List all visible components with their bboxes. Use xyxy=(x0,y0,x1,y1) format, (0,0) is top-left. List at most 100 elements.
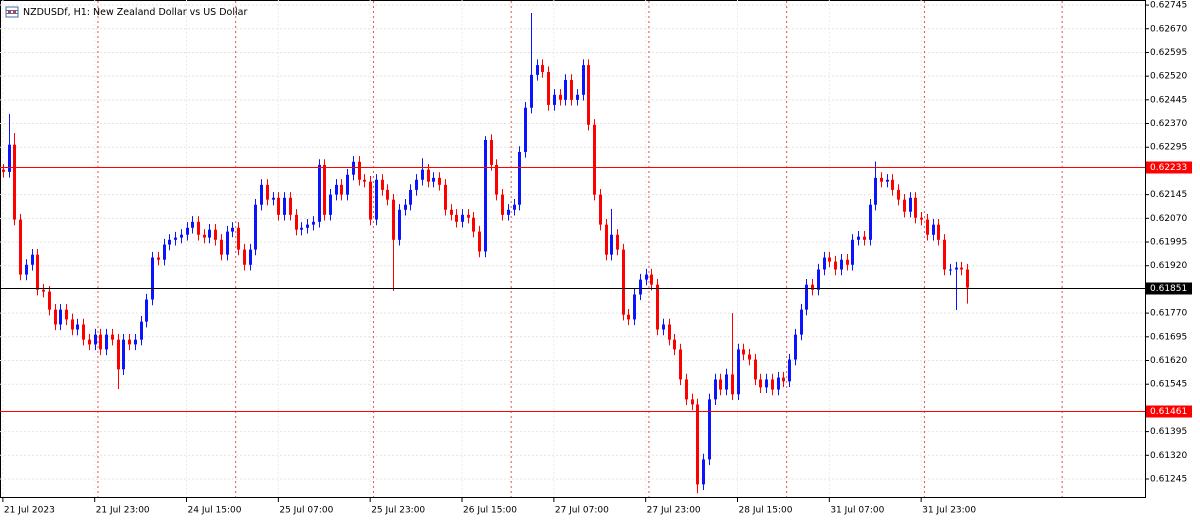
candle-body xyxy=(254,204,257,250)
candle-body xyxy=(932,224,935,235)
candle-body xyxy=(318,164,321,222)
candle-body xyxy=(455,214,458,222)
candle-body xyxy=(59,309,62,325)
candle-body xyxy=(444,184,447,210)
x-tick-label: 25 Jul 07:00 xyxy=(279,506,333,516)
plot-frame xyxy=(0,0,1146,498)
candle-body xyxy=(564,79,567,100)
candle-body xyxy=(191,221,194,228)
candle-body xyxy=(306,224,309,228)
candle-body xyxy=(605,224,608,255)
y-tick-label: 0.61320 xyxy=(1150,451,1187,461)
candle-body xyxy=(117,339,120,370)
candle-body xyxy=(846,259,849,265)
candle-body xyxy=(346,174,349,195)
y-tick-label: 0.62070 xyxy=(1150,214,1187,224)
candle-body xyxy=(237,227,240,250)
candle-body xyxy=(249,249,252,265)
candle-body xyxy=(352,161,355,175)
candle-body xyxy=(782,377,785,382)
candle-body xyxy=(616,234,619,250)
candle-body xyxy=(260,184,263,205)
candle-body xyxy=(513,204,516,210)
y-tick-label: 0.62145 xyxy=(1150,190,1187,200)
candle-body xyxy=(857,236,860,240)
candle-body xyxy=(105,334,108,350)
candle-body xyxy=(823,257,826,270)
candle-body xyxy=(88,339,91,345)
candle-body xyxy=(220,239,223,255)
candle-body xyxy=(386,189,389,200)
candle-body xyxy=(869,204,872,240)
candle-body xyxy=(231,227,234,232)
candle-body xyxy=(329,194,332,215)
y-tick-label: 0.62745 xyxy=(1150,1,1187,11)
candle-body xyxy=(811,284,814,290)
candle-body xyxy=(748,354,751,360)
candle-body xyxy=(547,72,550,105)
x-tick-label: 25 Jul 23:00 xyxy=(371,506,425,516)
candle-body xyxy=(145,299,148,322)
candle-body xyxy=(645,274,648,280)
candle-body xyxy=(805,284,808,310)
candle-body xyxy=(404,204,407,210)
symbol-icon xyxy=(5,6,19,18)
candle-body xyxy=(673,339,676,350)
candle-body xyxy=(48,291,51,310)
candle-body xyxy=(909,197,912,212)
candle-body xyxy=(949,269,952,271)
candle-body xyxy=(54,309,57,325)
price-label: 0.61851 xyxy=(1150,284,1187,294)
candle-body xyxy=(794,334,797,360)
candle-body xyxy=(897,189,900,200)
candle-body xyxy=(415,179,418,190)
candle-body xyxy=(662,324,665,330)
y-tick-label: 0.61770 xyxy=(1150,309,1187,319)
candle-body xyxy=(553,94,556,105)
candle-body xyxy=(208,229,211,238)
candle-body xyxy=(323,164,326,215)
candle-body xyxy=(82,324,85,340)
candle-body xyxy=(340,184,343,195)
candle-body xyxy=(599,194,602,225)
candle-body xyxy=(266,184,269,200)
candle-body xyxy=(507,209,510,215)
y-tick-label: 0.61695 xyxy=(1150,332,1187,342)
candle-body xyxy=(559,94,562,100)
price-label: 0.61461 xyxy=(1150,407,1187,417)
candle-body xyxy=(2,169,5,172)
candle-body xyxy=(421,169,424,180)
x-tick-label: 27 Jul 23:00 xyxy=(647,506,701,516)
candle-body xyxy=(610,234,613,255)
x-tick-label: 21 Jul 2023 xyxy=(4,506,55,516)
candle-body xyxy=(880,177,883,182)
candle-body xyxy=(731,374,734,395)
candle-body xyxy=(13,144,16,220)
candle-body xyxy=(570,79,573,100)
candle-body xyxy=(627,314,630,320)
candle-body xyxy=(31,254,34,265)
candle-body xyxy=(759,379,762,388)
x-tick-label: 21 Jul 23:00 xyxy=(96,506,150,516)
candle-body xyxy=(472,217,475,232)
candle-body xyxy=(788,359,791,382)
x-tick-label: 24 Jul 15:00 xyxy=(188,506,242,516)
candle-body xyxy=(99,334,102,350)
candle-body xyxy=(800,309,803,335)
y-tick-label: 0.61920 xyxy=(1150,261,1187,271)
candle-body xyxy=(226,231,229,255)
candle-body xyxy=(300,227,303,230)
candle-body xyxy=(920,217,923,220)
candle-body xyxy=(203,234,206,238)
candle-body xyxy=(186,227,189,235)
candle-body xyxy=(639,279,642,295)
candle-body xyxy=(168,239,171,245)
candle-body xyxy=(668,324,671,340)
y-tick-label: 0.61620 xyxy=(1150,356,1187,366)
candle-body xyxy=(409,189,412,205)
candle-body xyxy=(461,214,464,222)
candle-body xyxy=(960,267,963,270)
y-tick-label: 0.61995 xyxy=(1150,238,1187,248)
candle-body xyxy=(903,199,906,212)
candle-body xyxy=(151,257,154,300)
